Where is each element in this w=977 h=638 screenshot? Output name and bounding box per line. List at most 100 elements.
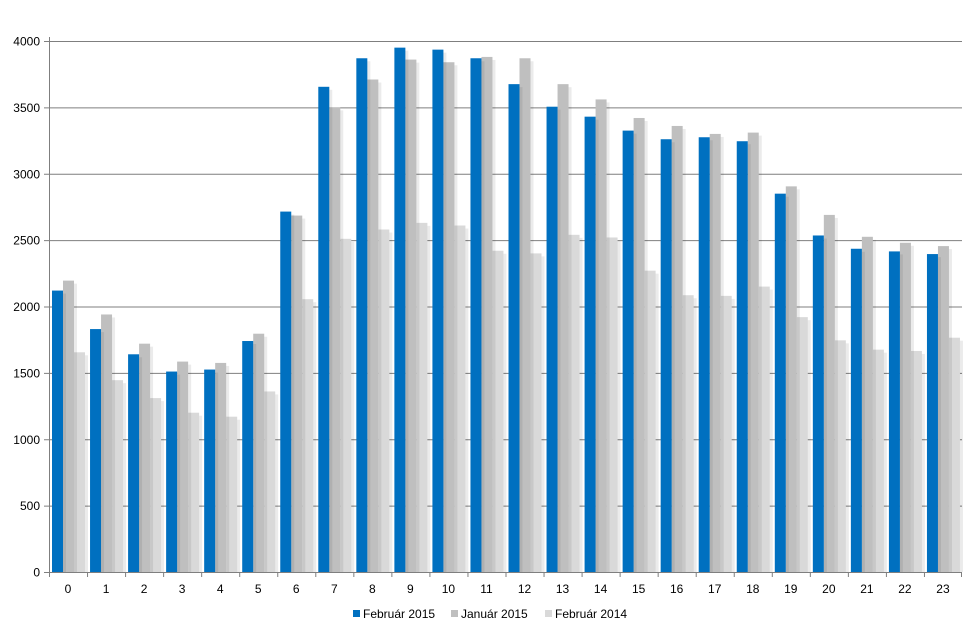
bar-jan2015-4 [215, 362, 227, 572]
x-tick-label: 17 [708, 582, 722, 596]
legend-swatch-feb2015 [353, 610, 360, 617]
bar-feb2014-17 [720, 295, 732, 572]
bar-jan2015-9 [405, 59, 417, 572]
bar-feb2014-14 [606, 237, 618, 572]
y-tick-label: 2000 [13, 300, 40, 314]
x-tick-label: 7 [331, 582, 338, 596]
bar-feb2014-21 [872, 349, 884, 572]
bar-feb2015-10 [432, 49, 444, 573]
x-tick-label: 4 [217, 582, 224, 596]
x-tick-label: 10 [442, 582, 456, 596]
x-tick-label: 5 [255, 582, 262, 596]
bar-feb2015-0 [52, 290, 63, 572]
bar-jan2015-19 [785, 186, 797, 572]
bar-feb2015-23 [926, 254, 938, 572]
y-tick-label: 3500 [13, 101, 40, 115]
bar-jan2015-22 [899, 242, 911, 572]
bar-feb2015-1 [90, 329, 102, 572]
x-tick-label: 9 [407, 582, 414, 596]
bar-feb2015-20 [812, 235, 824, 572]
bar-jan2015-21 [861, 236, 873, 572]
bar-feb2014-5 [264, 391, 276, 572]
bar-feb2015-9 [394, 47, 406, 572]
bar-feb2015-6 [280, 211, 292, 573]
y-tick-label: 1500 [13, 366, 40, 380]
bar-feb2014-1 [112, 380, 124, 572]
gridlines [49, 41, 962, 507]
bar-jan2015-14 [595, 99, 607, 572]
bar-feb2014-22 [910, 350, 922, 572]
bar-feb2015-11 [470, 58, 482, 572]
bar-feb2015-8 [356, 58, 368, 572]
x-tick-label: 11 [480, 582, 493, 596]
bars [52, 47, 963, 573]
bar-feb2015-2 [128, 354, 140, 572]
bar-feb2014-3 [188, 412, 200, 572]
bar-feb2015-18 [736, 141, 748, 572]
bar-jan2015-17 [709, 133, 721, 573]
y-tick-label: 500 [20, 499, 40, 513]
bar-jan2015-23 [937, 246, 949, 572]
bar-feb2014-15 [644, 270, 656, 572]
bar-feb2014-10 [454, 225, 466, 572]
bar-feb2015-22 [888, 251, 900, 572]
bar-feb2014-12 [530, 253, 542, 572]
bar-feb2015-3 [166, 371, 178, 572]
x-tick-label: 20 [822, 582, 836, 596]
bar-jan2015-1 [101, 314, 113, 572]
x-axis-tick-labels: 0 1 2 3 4 5 6 7 8 9 10 11 12 13 14 15 16 17 18 19 20 21 22 23 [65, 582, 950, 596]
legend-swatch-feb2014 [545, 610, 552, 617]
bar-jan2015-8 [367, 79, 379, 572]
bar-feb2014-23 [948, 337, 960, 572]
x-tick-label: 6 [293, 582, 300, 596]
x-tick-label: 12 [518, 582, 532, 596]
x-tick-label: 2 [141, 582, 148, 596]
x-tick-label: 18 [746, 582, 760, 596]
y-tick-label: 0 [33, 566, 40, 580]
bar-feb2015-13 [546, 106, 558, 573]
legend-label: Február 2014 [555, 607, 627, 621]
x-tick-label: 14 [594, 582, 608, 596]
bar-feb2014-9 [416, 222, 428, 572]
bar-feb2014-13 [568, 234, 580, 572]
legend-swatch-jan2015 [451, 610, 458, 617]
y-tick-label: 4000 [13, 35, 40, 49]
bar-feb2014-7 [340, 238, 352, 573]
bar-jan2015-12 [519, 58, 531, 572]
legend-label: Január 2015 [461, 607, 528, 621]
bar-feb2014-8 [378, 229, 390, 572]
bar-jan2015-10 [443, 62, 455, 573]
bar-jan2015-15 [633, 117, 645, 573]
bar-feb2015-7 [318, 86, 330, 572]
bar-jan2015-16 [671, 125, 683, 573]
x-tick-label: 16 [670, 582, 684, 596]
bar-feb2014-11 [492, 250, 504, 572]
bar-jan2015-0 [63, 280, 74, 572]
bar-jan2015-7 [329, 107, 341, 572]
bar-feb2014-16 [682, 295, 694, 572]
bar-feb2015-16 [660, 139, 672, 573]
bar-feb2014-2 [150, 398, 162, 572]
bar-jan2015-3 [177, 361, 189, 572]
bar-feb2015-5 [242, 341, 254, 572]
x-tick-label: 19 [784, 582, 798, 596]
legend: Február 2015 Január 2015 Február 2014 [353, 607, 627, 621]
bar-feb2014-6 [302, 299, 314, 572]
bar-jan2015-11 [481, 56, 493, 573]
y-axis-tick-labels: 0 500 1000 1500 2000 2500 3000 3500 4000 [13, 35, 40, 580]
x-tick-label: 1 [103, 582, 110, 596]
bar-feb2015-14 [584, 116, 596, 572]
x-tick-label: 21 [860, 582, 874, 596]
bar-jan2015-5 [253, 333, 265, 572]
bar-jan2015-2 [139, 343, 151, 572]
bar-feb2015-15 [622, 130, 634, 572]
y-tick-label: 3000 [13, 167, 40, 181]
x-tick-label: 0 [65, 582, 72, 596]
bar-feb2015-12 [508, 84, 520, 573]
bar-feb2015-19 [774, 193, 786, 572]
y-tick-label: 1000 [13, 433, 40, 447]
bar-feb2014-18 [758, 286, 770, 572]
y-tick-label: 2500 [13, 234, 40, 248]
bar-feb2014-0 [74, 352, 85, 572]
